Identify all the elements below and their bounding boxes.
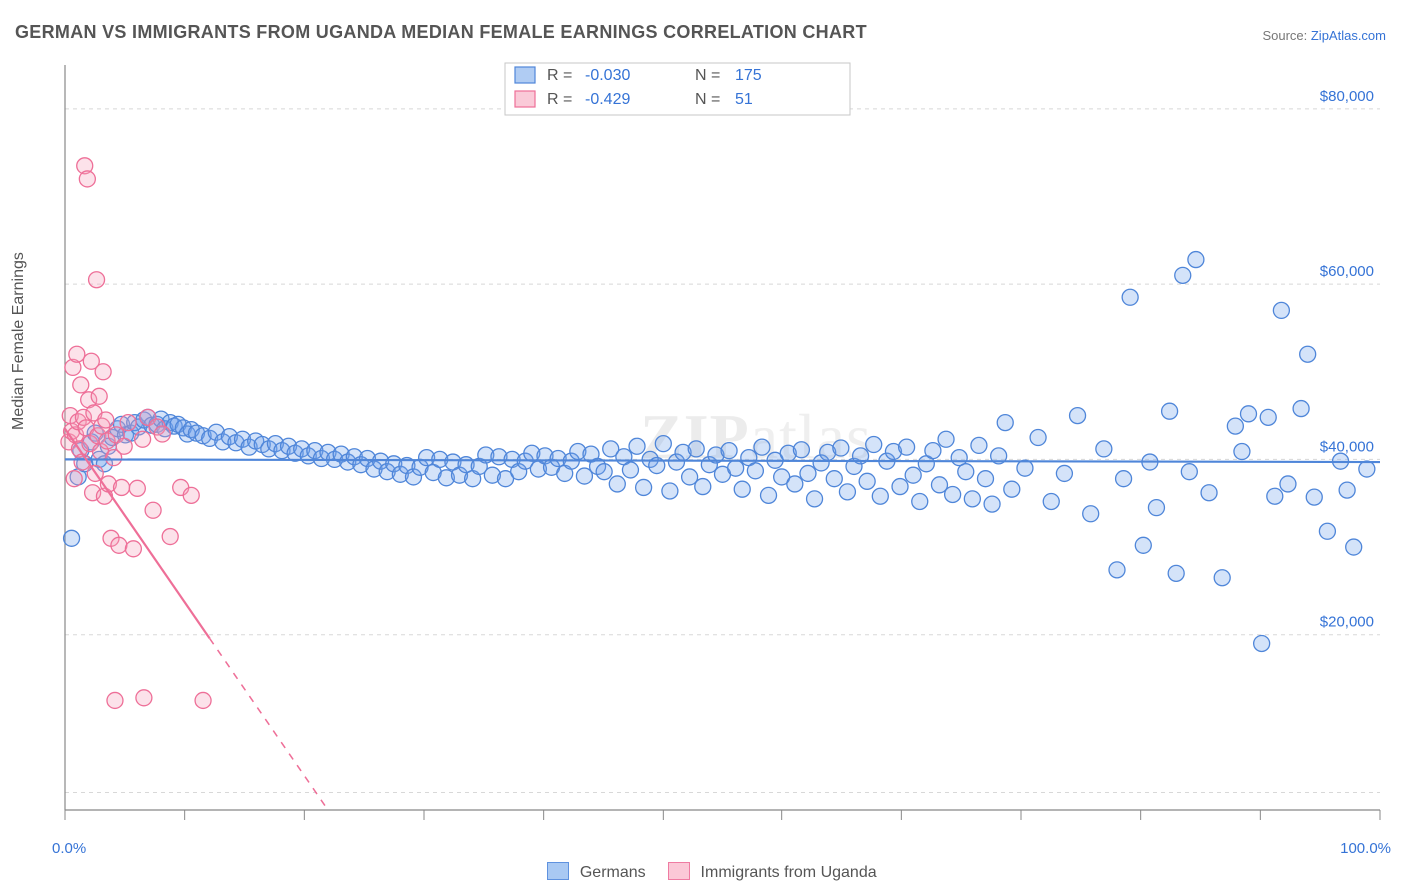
source-credit: Source: ZipAtlas.com	[1262, 28, 1386, 43]
svg-text:175: 175	[735, 67, 762, 84]
svg-text:R =: R =	[547, 67, 572, 84]
svg-text:-0.030: -0.030	[585, 67, 630, 84]
svg-text:$60,000: $60,000	[1320, 263, 1374, 280]
legend-swatch-uganda	[668, 862, 690, 880]
svg-text:N =: N =	[695, 67, 720, 84]
svg-text:$40,000: $40,000	[1320, 438, 1374, 455]
svg-text:N =: N =	[695, 91, 720, 108]
chart-title: GERMAN VS IMMIGRANTS FROM UGANDA MEDIAN …	[15, 22, 867, 43]
legend-label-uganda: Immigrants from Uganda	[701, 864, 877, 881]
x-axis-max-label: 100.0%	[1340, 840, 1391, 857]
y-axis-label: Median Female Earnings	[10, 252, 28, 430]
svg-text:51: 51	[735, 91, 753, 108]
legend-swatch-germans	[547, 862, 569, 880]
source-link[interactable]: ZipAtlas.com	[1311, 28, 1386, 43]
source-label: Source:	[1262, 28, 1310, 43]
svg-text:$20,000: $20,000	[1320, 614, 1374, 631]
legend-label-germans: Germans	[580, 864, 646, 881]
svg-text:$80,000: $80,000	[1320, 88, 1374, 105]
scatter-plot: $20,000 $40,000 $60,000 $80,000 R = -0.030 N =…	[50, 55, 1395, 830]
x-axis-min-label: 0.0%	[52, 840, 86, 857]
legend: Germans Immigrants from Uganda	[0, 862, 1406, 882]
svg-text:R =: R =	[547, 91, 572, 108]
svg-text:-0.429: -0.429	[585, 91, 630, 108]
